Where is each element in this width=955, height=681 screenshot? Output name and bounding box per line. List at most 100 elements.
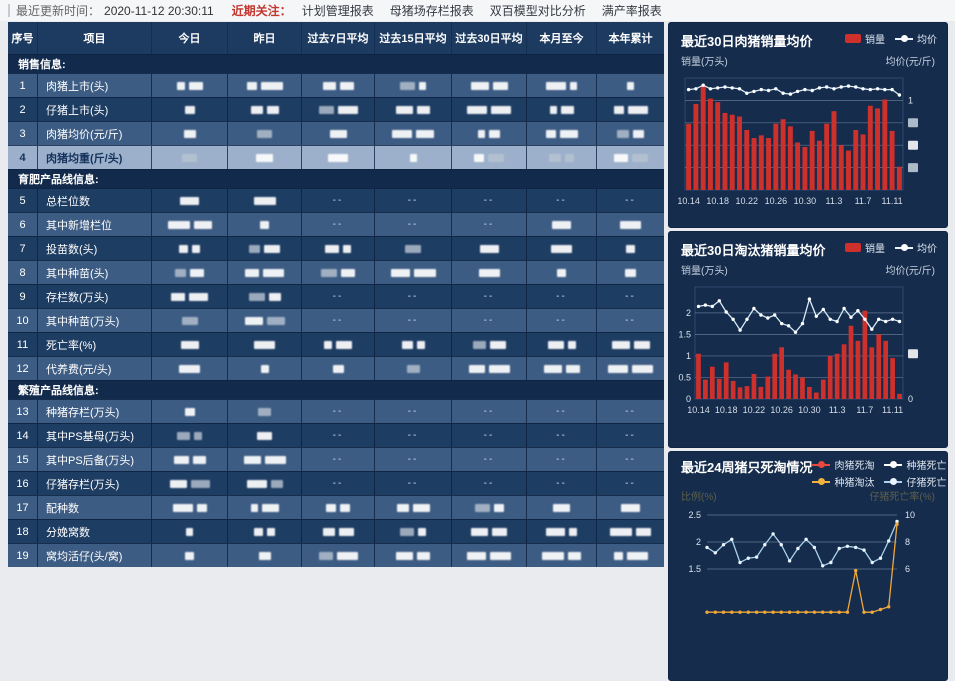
redacted-value <box>626 551 648 560</box>
chart-panel-hog-sales: 最近30日肉猪销量均价 销量 均价 销量(万头) 均价(元/斤) 10.14 10.… <box>668 22 948 228</box>
top-link-3[interactable]: 满产率报表 <box>601 4 662 18</box>
redacted-value <box>551 244 572 253</box>
redacted-value <box>264 455 286 464</box>
chart3-canvas[interactable]: 2.5 2 1.5 10 8 6 <box>673 505 937 665</box>
legend-item-line[interactable]: 肉猪死淘 <box>812 457 874 472</box>
legend-item-bar[interactable]: 销量 <box>845 240 885 255</box>
svg-text:0.5: 0.5 <box>678 372 691 382</box>
value-cell <box>302 121 375 145</box>
redacted-value <box>613 105 624 114</box>
legend-item-line[interactable]: 仔猪死亡 <box>884 474 946 489</box>
value-cell: -- <box>452 447 527 471</box>
row-label: 总栏位数 <box>38 188 152 212</box>
legend-item-bar[interactable]: 销量 <box>845 31 885 46</box>
redacted-value <box>610 527 632 536</box>
top-links: 计划管理报表 母猪场存栏报表 双百模型对比分析 满产率报表 <box>302 2 678 19</box>
svg-text:11.3: 11.3 <box>829 405 846 415</box>
svg-text:0: 0 <box>908 394 913 404</box>
value-cell: -- <box>527 188 597 212</box>
table-row-4[interactable]: 4 肉猪均重(斤/头) <box>8 145 664 169</box>
col-header-6: 过去30日平均 <box>452 22 527 54</box>
value-cell <box>302 332 375 356</box>
value-cell <box>152 260 228 284</box>
value-cell <box>375 519 452 543</box>
redacted-value <box>474 153 484 162</box>
row-label: 代养费(元/头) <box>38 356 152 380</box>
value-cell <box>597 332 664 356</box>
table-row-19[interactable]: 19 窝均活仔(头/窝) <box>8 543 664 567</box>
value-cell <box>302 495 375 519</box>
row-label: 配种数 <box>38 495 152 519</box>
value-cell: -- <box>302 212 375 236</box>
legend-item-line[interactable]: 种猪淘汰 <box>812 474 874 489</box>
top-link-2[interactable]: 双百模型对比分析 <box>489 4 586 18</box>
value-cell <box>152 188 228 212</box>
legend-item-line[interactable]: 均价 <box>895 31 937 46</box>
legend-bar-swatch-icon <box>845 34 861 43</box>
redacted-value <box>267 527 275 536</box>
value-cell <box>302 260 375 284</box>
chart1-canvas[interactable]: 10.14 10.18 10.22 10.26 10.30 11.3 11.7 11.11 1 <box>673 70 937 220</box>
value-cell <box>597 356 664 380</box>
row-label: 窝均活仔(头/窝) <box>38 543 152 567</box>
redacted-value <box>401 340 413 349</box>
table-row-5[interactable]: 5 总栏位数 -- -- -- -- -- <box>8 188 664 212</box>
table-row-18[interactable]: 18 分娩窝数 <box>8 519 664 543</box>
redacted-value <box>250 503 258 512</box>
value-cell <box>527 332 597 356</box>
table-row-7[interactable]: 7 投苗数(头) <box>8 236 664 260</box>
table-row-9[interactable]: 9 存栏数(万头) -- -- -- -- -- <box>8 284 664 308</box>
value-cell: -- <box>527 308 597 332</box>
redacted-value <box>489 129 500 138</box>
value-cell <box>452 73 527 97</box>
value-cell: -- <box>302 188 375 212</box>
value-cell <box>375 495 452 519</box>
table-row-8[interactable]: 8 其中种苗(头) <box>8 260 664 284</box>
top-link-0[interactable]: 计划管理报表 <box>301 4 374 18</box>
svg-text:10.14: 10.14 <box>677 196 700 206</box>
redacted-value <box>611 340 630 349</box>
redacted-value <box>613 153 628 162</box>
table-row-6[interactable]: 6 其中新增栏位 -- -- -- <box>8 212 664 236</box>
redacted-value <box>190 479 210 488</box>
table-row-1[interactable]: 1 肉猪上市(头) <box>8 73 664 97</box>
redacted-value <box>416 340 425 349</box>
value-cell <box>228 145 302 169</box>
chart2-canvas[interactable]: 10.14 10.18 10.22 10.26 10.30 11.3 11.7 11.11 2 1… <box>673 279 937 437</box>
redacted-value <box>246 479 267 488</box>
redacted-value <box>636 527 651 536</box>
table-row-12[interactable]: 12 代养费(元/头) <box>8 356 664 380</box>
redacted-value <box>471 527 488 536</box>
svg-text:2: 2 <box>686 308 691 318</box>
redacted-value <box>633 340 650 349</box>
table-row-11[interactable]: 11 死亡率(%) <box>8 332 664 356</box>
table-row-10[interactable]: 10 其中种苗(万头) -- -- -- -- -- <box>8 308 664 332</box>
table-row-15[interactable]: 15 其中PS后备(万头) -- -- -- -- -- <box>8 447 664 471</box>
table-row-17[interactable]: 17 配种数 <box>8 495 664 519</box>
value-cell <box>228 519 302 543</box>
table-row-16[interactable]: 16 仔猪存栏(万头) -- -- -- -- -- <box>8 471 664 495</box>
value-cell <box>452 495 527 519</box>
table-row-14[interactable]: 14 其中PS基母(万头) -- -- -- -- -- <box>8 423 664 447</box>
value-cell <box>152 308 228 332</box>
value-cell <box>597 260 664 284</box>
top-link-1[interactable]: 母猪场存栏报表 <box>389 4 474 18</box>
table-row-2[interactable]: 2 仔猪上市(头) <box>8 97 664 121</box>
redacted-value <box>390 268 410 277</box>
svg-text:1.5: 1.5 <box>688 564 701 574</box>
redacted-value <box>171 292 185 301</box>
value-cell: -- <box>527 423 597 447</box>
redacted-value <box>565 364 580 373</box>
table-row-3[interactable]: 3 肉猪均价(元/斤) <box>8 121 664 145</box>
legend-item-line[interactable]: 均价 <box>895 240 937 255</box>
col-header-4: 过去7日平均 <box>302 22 375 54</box>
redacted-value <box>396 105 413 114</box>
value-cell <box>152 447 228 471</box>
legend-item-line[interactable]: 种猪死亡 <box>884 457 946 472</box>
redacted-value <box>478 129 485 138</box>
value-cell <box>597 145 664 169</box>
redacted-value <box>400 527 414 536</box>
value-cell <box>228 423 302 447</box>
table-row-13[interactable]: 13 种猪存栏(万头) -- -- -- -- -- <box>8 399 664 423</box>
row-index: 16 <box>8 471 38 495</box>
